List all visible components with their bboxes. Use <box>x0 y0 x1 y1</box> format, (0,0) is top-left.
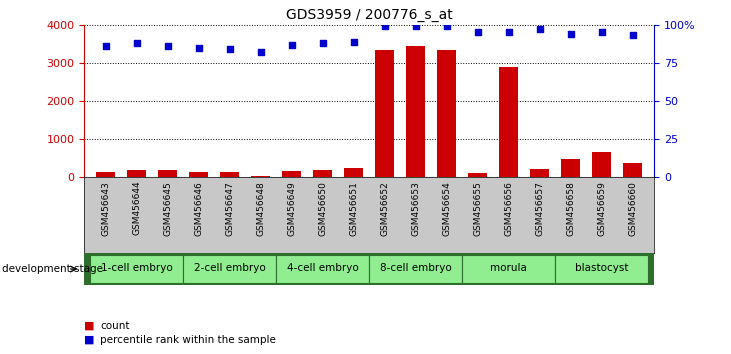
Point <box>100 43 112 49</box>
Point <box>286 42 298 47</box>
Text: GSM456656: GSM456656 <box>504 181 513 236</box>
Bar <box>314 170 332 177</box>
Text: GSM456660: GSM456660 <box>628 181 637 236</box>
Text: GSM456653: GSM456653 <box>411 181 420 236</box>
Bar <box>96 172 115 177</box>
Title: GDS3959 / 200776_s_at: GDS3959 / 200776_s_at <box>286 8 452 22</box>
Text: blastocyst: blastocyst <box>575 263 629 273</box>
Point <box>410 23 422 29</box>
Point <box>193 45 205 50</box>
Text: percentile rank within the sample: percentile rank within the sample <box>100 335 276 345</box>
Text: count: count <box>100 321 129 331</box>
Text: 4-cell embryo: 4-cell embryo <box>287 263 358 273</box>
Bar <box>530 170 549 177</box>
Bar <box>221 172 239 177</box>
Bar <box>375 50 394 177</box>
Point <box>162 43 173 49</box>
Text: GSM456650: GSM456650 <box>318 181 327 236</box>
Bar <box>344 168 363 177</box>
Point <box>224 46 235 52</box>
Point <box>471 29 483 35</box>
Bar <box>189 172 208 177</box>
Bar <box>624 162 642 177</box>
Bar <box>127 170 146 177</box>
Bar <box>282 171 301 177</box>
Text: GSM456645: GSM456645 <box>163 181 173 235</box>
Text: morula: morula <box>491 263 527 273</box>
Bar <box>90 255 183 283</box>
Bar <box>555 255 648 283</box>
Text: GSM456658: GSM456658 <box>566 181 575 236</box>
Point <box>565 31 577 37</box>
Text: GSM456644: GSM456644 <box>132 181 141 235</box>
Text: GSM456659: GSM456659 <box>597 181 606 236</box>
Point <box>131 40 143 46</box>
Point <box>596 29 607 35</box>
Point <box>379 23 390 29</box>
Text: development stage: development stage <box>2 264 103 274</box>
Point <box>255 49 267 55</box>
Point <box>626 33 638 38</box>
Text: GSM456648: GSM456648 <box>256 181 265 235</box>
Bar <box>469 173 487 177</box>
Text: GSM456643: GSM456643 <box>102 181 110 235</box>
Bar <box>251 176 270 177</box>
Point <box>348 39 360 44</box>
Text: 2-cell embryo: 2-cell embryo <box>194 263 265 273</box>
Point <box>503 29 515 35</box>
Text: ■: ■ <box>84 321 94 331</box>
Text: GSM456654: GSM456654 <box>442 181 451 235</box>
Bar <box>406 46 425 177</box>
Point <box>441 23 452 29</box>
Text: GSM456655: GSM456655 <box>473 181 482 236</box>
Point <box>317 40 328 46</box>
Bar <box>437 50 456 177</box>
Text: ■: ■ <box>84 335 94 345</box>
Text: GSM456649: GSM456649 <box>287 181 296 235</box>
Bar <box>592 152 611 177</box>
Text: 1-cell embryo: 1-cell embryo <box>101 263 173 273</box>
Bar <box>159 170 177 177</box>
Bar <box>499 67 518 177</box>
Point <box>534 27 545 32</box>
Text: GSM456657: GSM456657 <box>535 181 544 236</box>
Bar <box>276 255 369 283</box>
Text: GSM456646: GSM456646 <box>194 181 203 235</box>
Bar <box>561 159 580 177</box>
Bar <box>369 255 462 283</box>
Text: GSM456651: GSM456651 <box>349 181 358 236</box>
Bar <box>183 255 276 283</box>
Text: 8-cell embryo: 8-cell embryo <box>380 263 452 273</box>
Text: GSM456647: GSM456647 <box>225 181 234 235</box>
Bar <box>462 255 555 283</box>
Text: GSM456652: GSM456652 <box>380 181 389 235</box>
